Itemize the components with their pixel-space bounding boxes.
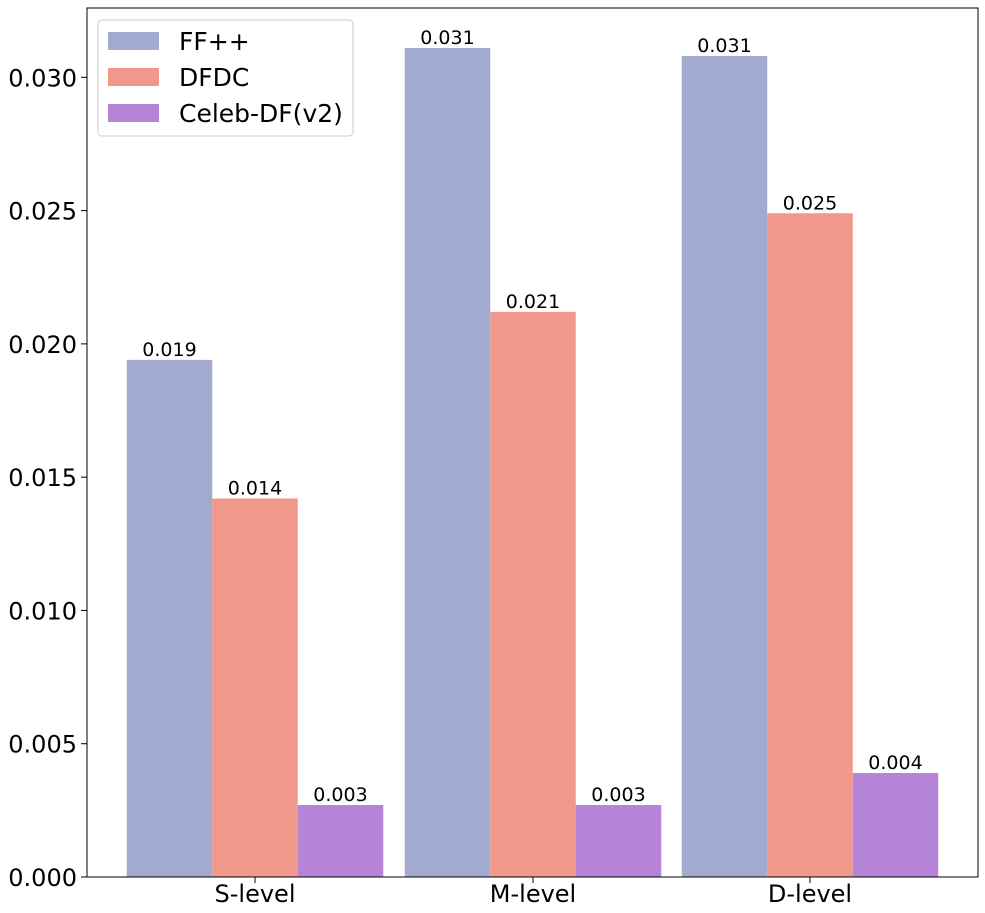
bar-dfdc-s-level bbox=[212, 498, 298, 877]
bar-celeb-df-v2-m-level bbox=[575, 805, 662, 877]
x-axis: S-level M-level D-level bbox=[215, 877, 852, 908]
bar-dfdc-m-level bbox=[490, 311, 576, 877]
bar-value-label: 0.014 bbox=[228, 477, 282, 499]
y-tick-label: 0.030 bbox=[8, 64, 77, 92]
legend-label: DFDC bbox=[179, 63, 249, 92]
y-tick-label: 0.010 bbox=[8, 597, 77, 625]
y-tick-label: 0.025 bbox=[8, 198, 77, 226]
bar-celeb-df-v2-d-level bbox=[852, 773, 939, 877]
bar-value-label: 0.019 bbox=[142, 339, 196, 361]
bar-value-label: 0.004 bbox=[868, 752, 922, 774]
x-tick-label: D-level bbox=[768, 880, 852, 908]
x-tick-label: M-level bbox=[490, 880, 576, 908]
bar-value-label: 0.021 bbox=[506, 291, 560, 313]
bar-dfdc-d-level bbox=[767, 213, 853, 877]
bar-value-label: 0.025 bbox=[783, 192, 837, 214]
bar-value-label: 0.031 bbox=[697, 35, 751, 57]
legend: FF++ DFDC Celeb-DF(v2) bbox=[97, 19, 354, 137]
bar-celeb-df-v2-s-level bbox=[297, 805, 384, 877]
bar-ff-s-level bbox=[126, 359, 213, 878]
y-tick-label: 0.000 bbox=[8, 864, 77, 892]
bar-ff-m-level bbox=[404, 47, 491, 877]
legend-box bbox=[97, 19, 354, 137]
legend-swatch bbox=[108, 104, 159, 122]
bar-ff-d-level bbox=[681, 55, 768, 878]
bar-value-label: 0.003 bbox=[313, 784, 367, 806]
legend-swatch bbox=[108, 68, 159, 86]
x-tick-label: S-level bbox=[215, 880, 296, 908]
bars-layer bbox=[126, 47, 939, 878]
y-axis: 0.000 0.005 0.010 0.015 0.020 0.025 0.030 bbox=[8, 64, 87, 892]
legend-swatch bbox=[108, 32, 159, 50]
y-tick-label: 0.015 bbox=[8, 464, 77, 492]
bar-value-label: 0.031 bbox=[420, 27, 474, 49]
legend-label: FF++ bbox=[179, 27, 250, 56]
y-tick-label: 0.005 bbox=[8, 731, 77, 759]
bar-value-label: 0.003 bbox=[591, 784, 645, 806]
data-labels-layer: 0.019 0.031 0.031 0.014 0.021 0.025 0.003 0.003… bbox=[142, 27, 922, 806]
legend-label: Celeb-DF(v2) bbox=[179, 99, 343, 128]
y-tick-label: 0.020 bbox=[8, 331, 77, 359]
